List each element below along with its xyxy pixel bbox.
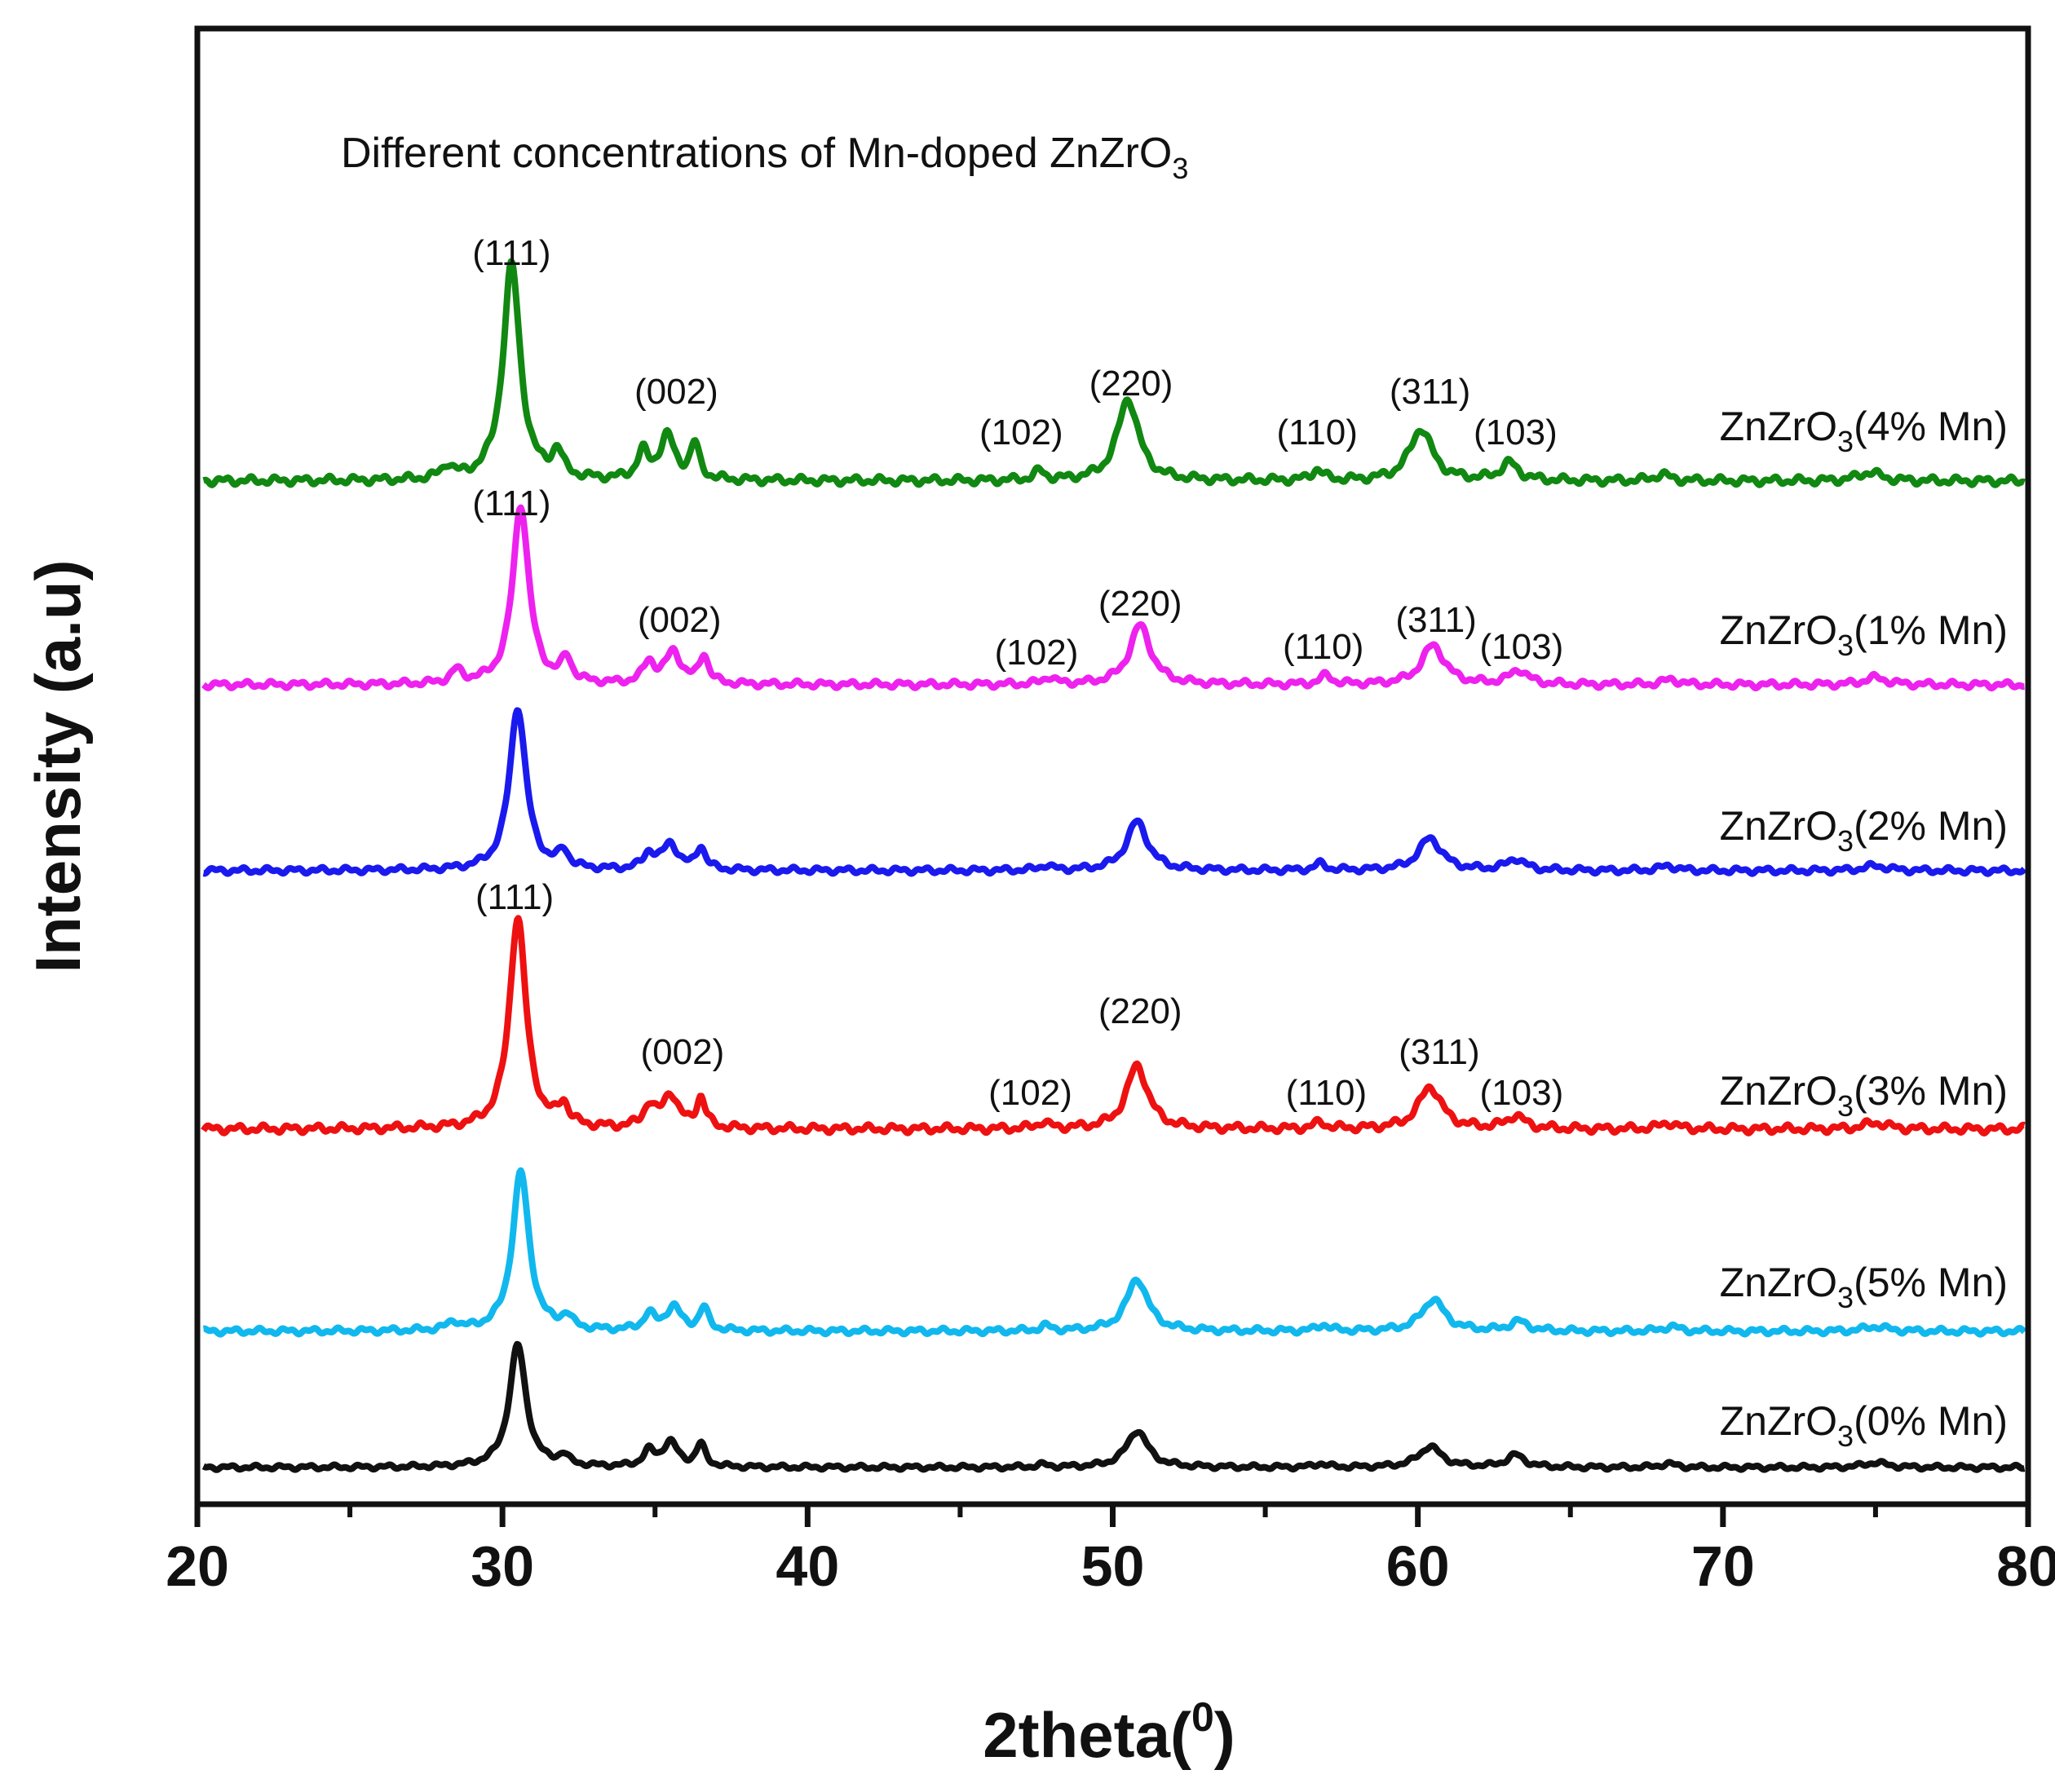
peak-annotation: (110) <box>1276 413 1357 452</box>
series-label-4: ZnZrO3(5% Mn) <box>1720 1260 2008 1314</box>
peak-annotation: (110) <box>1286 1073 1367 1113</box>
series-layer <box>201 258 2027 1473</box>
peak-annotation: (311) <box>1390 372 1470 412</box>
peak-annotation: (311) <box>1399 1032 1479 1072</box>
x-tick-label: 60 <box>1386 1534 1450 1598</box>
series-line-4 <box>201 1167 2027 1338</box>
series-line-3 <box>201 915 2026 1137</box>
series-line-1 <box>201 504 2026 692</box>
series-line-2 <box>201 707 2027 877</box>
annotation-layer: (111)(002)(102)(220)(110)(311)(103)(111)… <box>472 233 1563 1113</box>
peak-annotation: (002) <box>641 1032 725 1072</box>
x-tick-label: 40 <box>776 1534 839 1598</box>
x-tick-layer: 20 30 40 50 60 70 80 <box>166 1504 2055 1598</box>
x-tick-label: 70 <box>1691 1534 1755 1598</box>
peak-annotation: (102) <box>979 413 1063 452</box>
series-line-5 <box>201 1340 2026 1473</box>
y-axis-title: Intensity (a.u) <box>22 559 94 973</box>
x-tick-label: 30 <box>471 1534 534 1598</box>
peak-annotation: (220) <box>1098 584 1182 624</box>
peak-annotation: (111) <box>472 483 550 523</box>
peak-annotation: (002) <box>634 372 718 412</box>
series-label-2: ZnZrO3(2% Mn) <box>1720 803 2008 858</box>
series-label-layer: ZnZrO3(4% Mn) ZnZrO3(1% Mn) ZnZrO3(2% Mn) Z… <box>1720 404 2008 1453</box>
peak-annotation: (103) <box>1480 1073 1564 1113</box>
series-label-0: ZnZrO3(4% Mn) <box>1720 404 2008 458</box>
x-tick-label: 20 <box>166 1534 229 1598</box>
peak-annotation: (111) <box>475 877 554 917</box>
peak-annotation: (111) <box>472 233 550 273</box>
peak-annotation: (220) <box>1098 991 1182 1031</box>
peak-annotation: (110) <box>1283 627 1363 667</box>
peak-annotation: (220) <box>1089 364 1173 404</box>
series-label-3: ZnZrO3(3% Mn) <box>1720 1068 2008 1123</box>
peak-annotation: (311) <box>1395 600 1476 640</box>
x-tick-label: 80 <box>1996 1534 2055 1598</box>
peak-annotation: (103) <box>1474 413 1558 452</box>
peak-annotation: (002) <box>638 600 722 640</box>
peak-annotation: (102) <box>988 1073 1072 1113</box>
x-tick-label: 50 <box>1081 1534 1145 1598</box>
series-label-5: ZnZrO3(0% Mn) <box>1720 1398 2008 1453</box>
series-label-1: ZnZrO3(1% Mn) <box>1720 607 2008 662</box>
x-axis-title: 2theta(0) <box>983 1694 1235 1771</box>
peak-annotation: (103) <box>1480 627 1564 667</box>
series-line-0 <box>201 258 2026 488</box>
chart-title: Different concentrations of Mn-doped ZnZ… <box>341 130 1188 185</box>
peak-annotation: (102) <box>995 633 1079 673</box>
